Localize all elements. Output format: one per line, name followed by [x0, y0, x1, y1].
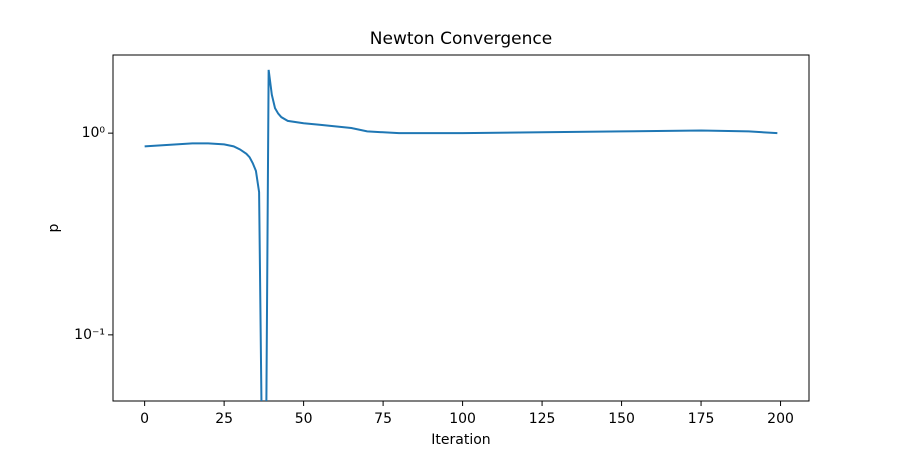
x-tick-label: 200	[767, 411, 794, 427]
x-tick-label: 0	[140, 411, 149, 427]
x-tick-label: 50	[295, 411, 313, 427]
x-tick-label: 125	[529, 411, 556, 427]
chart-title: Newton Convergence	[370, 29, 552, 49]
y-tick-label: 10⁻¹	[74, 327, 105, 343]
x-tick-label: 175	[688, 411, 715, 427]
plot-frame	[112, 54, 810, 402]
y-axis-label: p	[46, 223, 62, 232]
x-tick-label: 25	[215, 411, 233, 427]
data-line	[144, 69, 778, 401]
x-tick-label: 150	[608, 411, 635, 427]
x-tick-label: 75	[374, 411, 392, 427]
x-tick-label: 100	[449, 411, 476, 427]
x-axis-label: Iteration	[431, 432, 490, 448]
y-tick-label: 10⁰	[82, 125, 106, 141]
